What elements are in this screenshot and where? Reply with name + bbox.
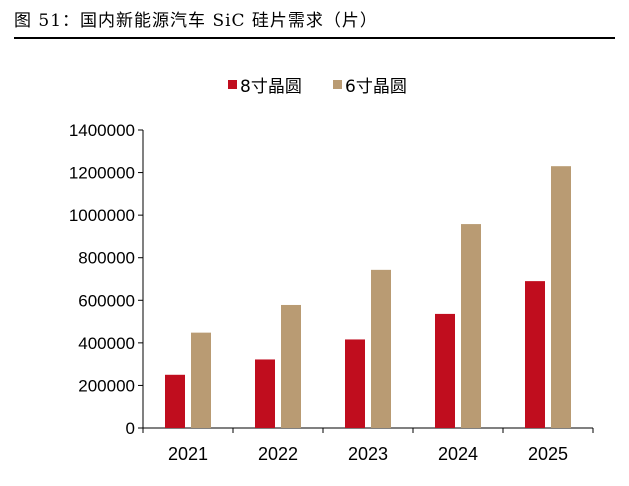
legend-swatch-1 [333,80,342,89]
x-tick-label: 2024 [438,444,478,464]
x-axis: 2021 2022 2023 2024 2025 [142,427,594,464]
bar-6in-2021 [191,332,211,428]
bar-6in-2023 [371,269,391,428]
bar-6in-2024 [461,224,481,428]
figure-title: 图 51：国内新能源汽车 SiC 硅片需求（片） [14,11,378,31]
x-tick-label: 2021 [168,444,208,464]
legend-swatch-0 [228,80,237,89]
y-axis: 0 200000 400000 600000 800000 1000000 1200000 1… [69,121,144,438]
bar-8in-2025 [525,281,545,428]
bar-8in-2021 [165,374,185,428]
bar-6in-2025 [551,166,571,428]
y-tick-label: 0 [126,419,135,438]
y-tick-label: 1400000 [69,121,135,140]
bar-8in-2023 [345,339,365,428]
x-tick-label: 2022 [258,444,298,464]
bar-8in-2024 [435,313,455,428]
chart-legend: 8寸晶圆 6寸晶圆 [228,77,407,97]
title-divider [14,37,615,39]
x-tick-label: 2023 [348,444,388,464]
legend-label-0: 8寸晶圆 [240,77,302,97]
bar-8in-2022 [255,359,275,428]
bar-6in-2022 [281,304,301,428]
y-tick-label: 800000 [78,249,135,268]
y-tick-label: 1200000 [69,164,135,183]
y-tick-label: 600000 [78,291,135,310]
y-tick-label: 1000000 [69,206,135,225]
legend-label-1: 6寸晶圆 [345,77,407,97]
bars [165,166,571,428]
y-tick-label: 400000 [78,334,135,353]
y-tick-label: 200000 [78,376,135,395]
x-tick-label: 2025 [528,444,568,464]
